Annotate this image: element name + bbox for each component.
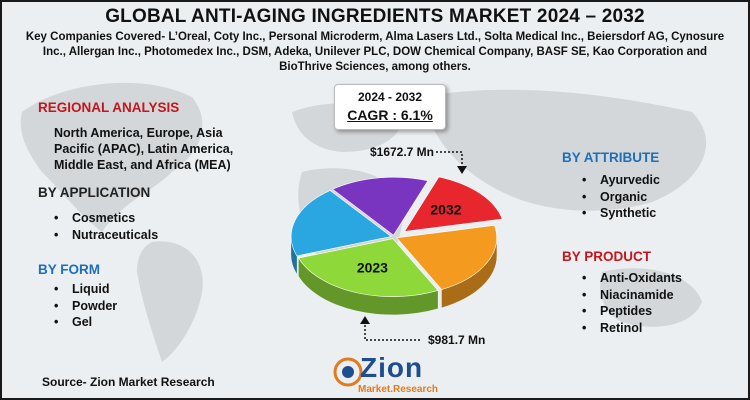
form-list: Liquid Powder Gel bbox=[52, 281, 117, 331]
value-label-2023-leader bbox=[364, 320, 420, 341]
logo-dot-icon bbox=[342, 366, 354, 378]
value-label-2023: $981.7 Mn bbox=[428, 333, 485, 347]
logo-name: Zion bbox=[360, 352, 424, 383]
application-list: Cosmetics Nutraceuticals bbox=[52, 210, 158, 243]
key-companies-text: Key Companies Covered- L’Oreal, Coty Inc… bbox=[25, 31, 725, 73]
pie-slice bbox=[396, 225, 497, 290]
list-item: Peptides bbox=[580, 303, 682, 320]
list-item: Nutraceuticals bbox=[52, 227, 158, 244]
pie-slice-side bbox=[441, 237, 497, 308]
logo-sub: Market.Research bbox=[358, 384, 439, 395]
value-label-2032: $1672.7 Mn bbox=[370, 145, 434, 159]
cagr-value: CAGR : 6.1% bbox=[347, 107, 433, 123]
product-list: Anti-Oxidants Niacinamide Peptides Retin… bbox=[580, 270, 682, 336]
zion-logo: Zion Market.Research bbox=[332, 352, 462, 398]
regional-text: North America, Europe, Asia Pacific (APA… bbox=[54, 126, 234, 172]
attribute-list: Ayurvedic Organic Synthetic bbox=[580, 172, 660, 222]
cagr-box: 2024 - 2032 CAGR : 6.1% bbox=[334, 84, 446, 130]
logo-graphic bbox=[333, 357, 363, 387]
pie-slice-side bbox=[298, 258, 438, 315]
list-item: Retinol bbox=[580, 320, 682, 337]
page-title: GLOBAL ANTI-AGING INGREDIENTS MARKET 202… bbox=[105, 6, 645, 27]
list-item: Synthetic bbox=[580, 205, 660, 222]
pie-slice bbox=[298, 238, 439, 297]
logo-ring-icon bbox=[333, 357, 363, 387]
list-item: Liquid bbox=[52, 281, 117, 298]
list-item: Cosmetics bbox=[52, 210, 158, 227]
pie-slice bbox=[403, 176, 503, 232]
arrow-down-icon bbox=[457, 166, 467, 174]
value-label-2032-leader bbox=[436, 151, 463, 170]
application-heading: BY APPLICATION bbox=[38, 185, 151, 200]
cagr-years: 2024 - 2032 bbox=[357, 90, 423, 104]
pie-slice bbox=[332, 176, 429, 236]
list-item: Gel bbox=[52, 314, 117, 331]
slice-year-label: 2023 bbox=[357, 259, 388, 275]
slice-year-label: 2032 bbox=[430, 201, 461, 217]
list-item: Ayurvedic bbox=[580, 172, 660, 189]
list-item: Organic bbox=[580, 189, 660, 206]
list-item: Powder bbox=[52, 298, 117, 315]
list-item: Niacinamide bbox=[580, 287, 682, 304]
form-heading: BY FORM bbox=[38, 262, 101, 277]
regional-heading: REGIONAL ANALYSIS bbox=[38, 100, 180, 115]
list-item: Anti-Oxidants bbox=[580, 270, 682, 287]
product-heading: BY PRODUCT bbox=[562, 249, 652, 264]
pie-slice-side bbox=[291, 236, 297, 274]
attribute-heading: BY ATTRIBUTE bbox=[562, 150, 660, 165]
arrow-up-icon bbox=[360, 316, 370, 324]
source-text: Source- Zion Market Research bbox=[42, 375, 215, 389]
pie-slice bbox=[290, 190, 392, 257]
